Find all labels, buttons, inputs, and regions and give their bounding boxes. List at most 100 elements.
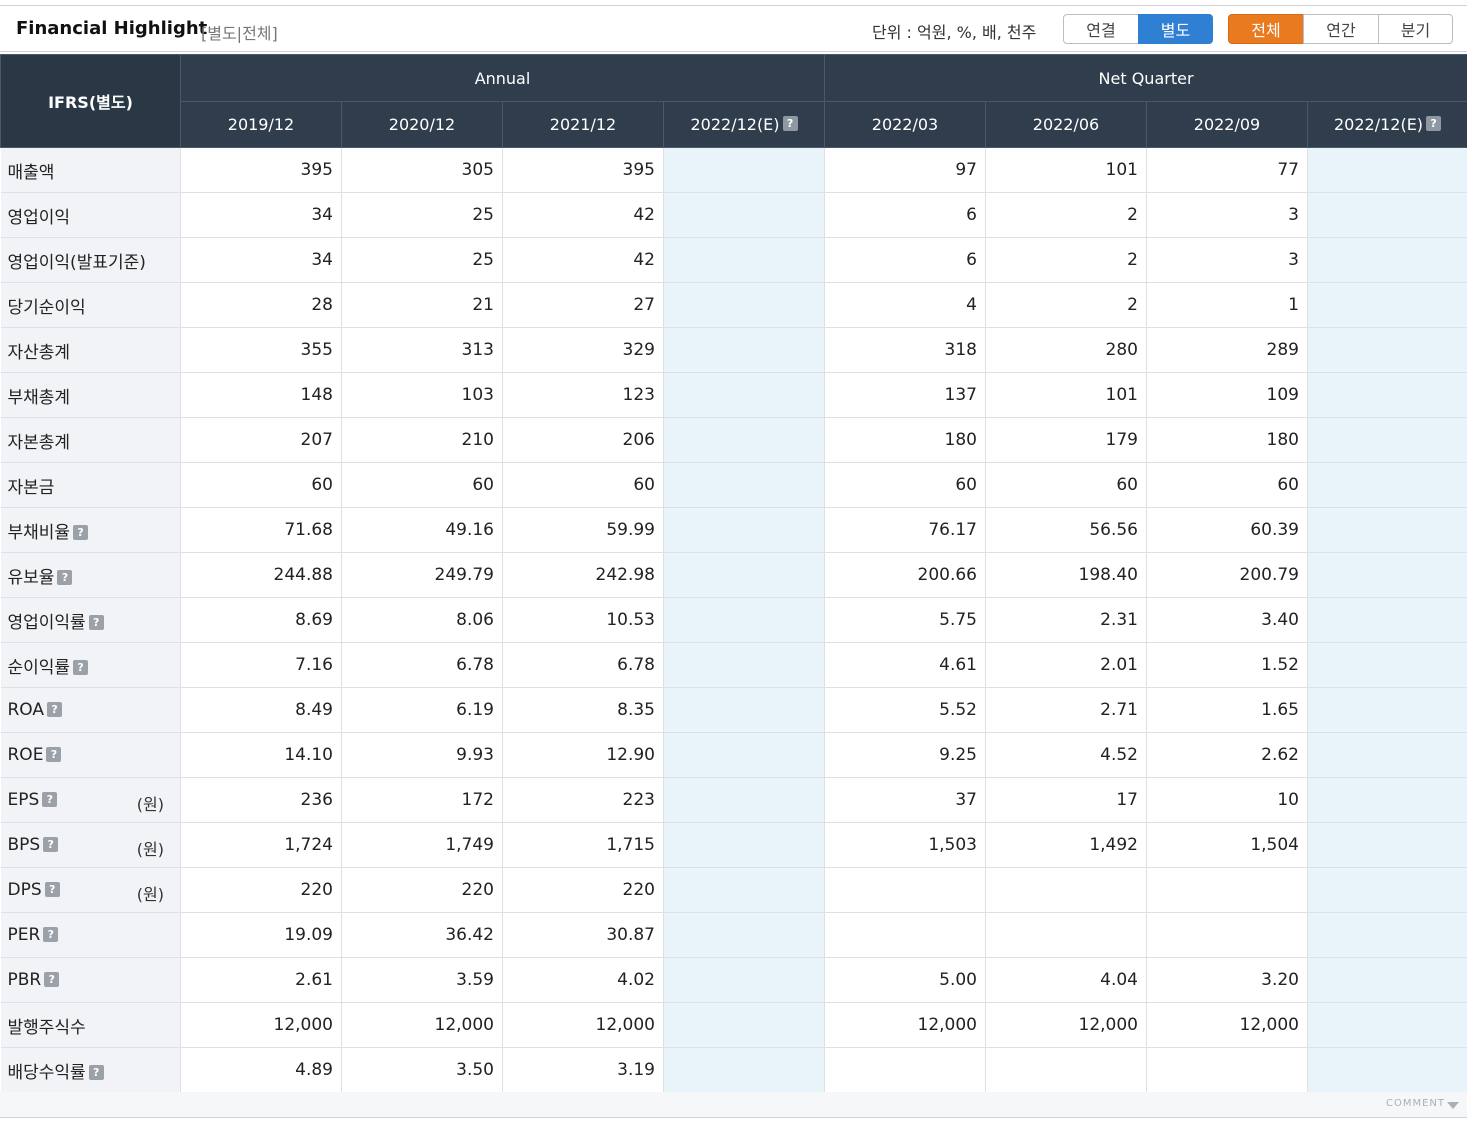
- quarter-button[interactable]: 분기: [1378, 14, 1453, 44]
- table-cell: [663, 957, 825, 1003]
- table-cell: 60: [985, 462, 1147, 508]
- column-header: 2021/12: [502, 101, 664, 148]
- table-cell: 19.09: [180, 912, 342, 958]
- table-cell: [1306, 867, 1467, 913]
- row-label: 배당수익률: [7, 1062, 86, 1083]
- table-cell: 42: [502, 192, 664, 238]
- table-cell: 56.56: [985, 507, 1147, 553]
- section-title: Financial Highlight: [16, 18, 208, 39]
- table-cell: 14.10: [180, 732, 342, 778]
- help-icon[interactable]: ?: [73, 524, 89, 540]
- table-cell: [663, 417, 825, 463]
- table-row: 배당수익률? 4.89 3.50 3.19: [0, 1047, 1467, 1093]
- column-header-label: 2022/09: [1193, 115, 1261, 134]
- table-cell: 28: [180, 282, 342, 328]
- row-label-cell: 당기순이익: [0, 282, 181, 328]
- table-cell: 148: [180, 372, 342, 418]
- financial-table: IFRS(별도) Annual Net Quarter 2019/12 2020/…: [0, 54, 1467, 1093]
- table-cell: 42: [502, 237, 664, 283]
- table-cell: 180: [824, 417, 986, 463]
- table-cell: [1146, 867, 1308, 913]
- help-icon[interactable]: ?: [47, 702, 63, 717]
- table-cell: 6.78: [502, 642, 664, 688]
- table-cell: 8.35: [502, 687, 664, 733]
- row-label: 자본총계: [7, 432, 71, 453]
- help-icon[interactable]: ?: [43, 837, 59, 852]
- separate-button[interactable]: 별도: [1138, 14, 1213, 44]
- table-cell: [1306, 507, 1467, 553]
- table-cell: 1: [1146, 282, 1308, 328]
- help-icon[interactable]: ?: [1426, 116, 1442, 131]
- table-row: 부채총계 148 103 123 137 101 109: [0, 372, 1467, 418]
- row-label-cell: 영업이익(발표기준): [0, 237, 181, 283]
- table-cell: 1,492: [985, 822, 1147, 868]
- table-cell: [1306, 597, 1467, 643]
- column-header: 2022/12(E)?: [1306, 101, 1467, 148]
- table-row: DPS? (원) 220 220 220: [0, 867, 1467, 913]
- quarter-group-header: Net Quarter: [823, 54, 1467, 102]
- table-cell: 289: [1146, 327, 1308, 373]
- table-cell: [1306, 192, 1467, 238]
- table-cell: 37: [824, 777, 986, 823]
- annual-group-header: Annual: [180, 54, 825, 102]
- table-row: 당기순이익 28 21 27 4 2 1: [0, 282, 1467, 328]
- help-icon[interactable]: ?: [42, 792, 58, 807]
- table-cell: 137: [824, 372, 986, 418]
- comment-toggle[interactable]: COMMENT: [1385, 1098, 1445, 1109]
- help-icon[interactable]: ?: [43, 927, 59, 942]
- row-label-cell: DPS? (원): [0, 867, 181, 913]
- table-cell: [663, 282, 825, 328]
- table-cell: 1,504: [1146, 822, 1308, 868]
- help-icon[interactable]: ?: [57, 569, 73, 585]
- table-cell: 3.20: [1146, 957, 1308, 1003]
- table-cell: [824, 1047, 986, 1093]
- table-cell: 59.99: [502, 507, 664, 553]
- table-cell: 2.31: [985, 597, 1147, 643]
- table-cell: [663, 642, 825, 688]
- column-header-label: 2020/12: [388, 115, 456, 134]
- column-header: 2022/06: [985, 101, 1147, 148]
- table-cell: 6: [824, 237, 986, 283]
- annual-button[interactable]: 연간: [1303, 14, 1379, 44]
- row-label: 자본금: [7, 477, 55, 498]
- consolidated-button[interactable]: 연결: [1063, 14, 1139, 44]
- table-cell: 220: [180, 867, 342, 913]
- table-cell: [663, 147, 825, 193]
- table-cell: 10.53: [502, 597, 664, 643]
- row-label: 유보율: [7, 567, 55, 588]
- table-cell: [1306, 687, 1467, 733]
- table-cell: [1306, 327, 1467, 373]
- help-icon[interactable]: ?: [44, 882, 60, 897]
- table-cell: 2.01: [985, 642, 1147, 688]
- table-row: ROA? 8.49 6.19 8.35 5.52 2.71 1.65: [0, 687, 1467, 733]
- all-period-button[interactable]: 전체: [1228, 14, 1304, 44]
- table-cell: 395: [502, 147, 664, 193]
- unit-label: 단위 : 억원, %, 배, 천주: [872, 23, 1037, 42]
- table-cell: 220: [502, 867, 664, 913]
- column-header-label: 2022/06: [1032, 115, 1100, 134]
- help-icon[interactable]: ?: [88, 614, 104, 630]
- chevron-down-icon[interactable]: [1447, 1102, 1459, 1109]
- column-header-label: 2022/12(E): [690, 115, 780, 134]
- table-cell: 249.79: [341, 552, 503, 598]
- row-label: DPS: [7, 880, 42, 900]
- table-cell: [1306, 777, 1467, 823]
- table-cell: 318: [824, 327, 986, 373]
- table-cell: [985, 867, 1147, 913]
- table-footer: COMMENT: [0, 1092, 1467, 1118]
- table-cell: 200.79: [1146, 552, 1308, 598]
- row-label-cell: 매출액: [0, 147, 181, 193]
- help-icon[interactable]: ?: [782, 116, 798, 131]
- table-row: 자본총계 207 210 206 180 179 180: [0, 417, 1467, 463]
- row-label: EPS: [7, 790, 40, 810]
- column-header: 2020/12: [341, 101, 503, 148]
- help-icon[interactable]: ?: [44, 972, 60, 987]
- table-cell: 12,000: [1146, 1002, 1308, 1048]
- help-icon[interactable]: ?: [73, 659, 89, 675]
- table-cell: 60: [502, 462, 664, 508]
- column-header-label: 2022/03: [871, 115, 939, 134]
- table-cell: 101: [985, 147, 1147, 193]
- help-icon[interactable]: ?: [46, 747, 62, 762]
- table-cell: 395: [180, 147, 342, 193]
- help-icon[interactable]: ?: [88, 1064, 104, 1080]
